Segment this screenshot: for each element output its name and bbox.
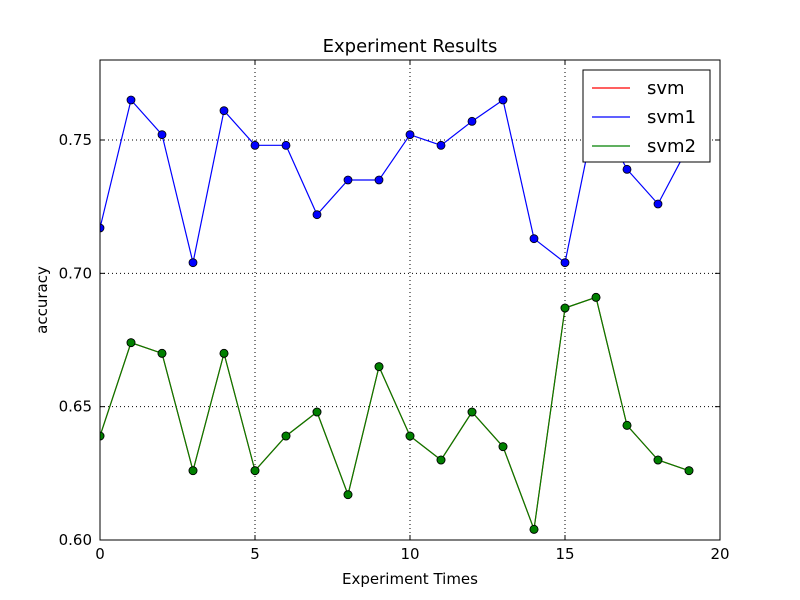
data-point-svm1 <box>281 140 291 150</box>
x-tick-label: 0 <box>95 545 105 563</box>
data-point-svm1 <box>498 95 508 105</box>
data-point-svm2 <box>591 292 601 302</box>
data-point-svm2 <box>250 466 260 476</box>
data-point-svm1 <box>157 130 167 140</box>
legend-label-svm1: svm1 <box>647 107 696 128</box>
data-point-svm2 <box>560 303 570 313</box>
data-point-svm2 <box>498 442 508 452</box>
legend-label-svm2: svm2 <box>647 136 696 157</box>
x-tick-label: 20 <box>710 545 729 563</box>
y-tick-label: 0.75 <box>59 131 92 149</box>
data-point-svm2 <box>529 524 539 534</box>
data-point-svm2 <box>188 466 198 476</box>
x-tick-label: 15 <box>555 545 574 563</box>
y-tick-label: 0.60 <box>59 531 92 549</box>
x-axis-label: Experiment Times <box>342 570 478 588</box>
data-point-svm1 <box>405 130 415 140</box>
y-tick-label: 0.65 <box>59 398 92 416</box>
data-point-svm1 <box>374 175 384 185</box>
legend: svm svm1 svm2 <box>582 69 711 163</box>
data-point-svm2 <box>343 490 353 500</box>
data-point-svm2 <box>219 348 229 358</box>
series-line-svm2 <box>100 296 690 530</box>
data-point-svm2 <box>312 407 322 417</box>
y-axis-label: accuracy <box>33 266 51 334</box>
data-point-svm2 <box>374 362 384 372</box>
data-point-svm2 <box>126 338 136 348</box>
data-point-svm2 <box>467 407 477 417</box>
series-svm2 <box>100 292 694 534</box>
data-point-svm1 <box>436 140 446 150</box>
data-point-svm1 <box>100 223 105 233</box>
legend-box <box>582 69 711 163</box>
data-point-svm1 <box>529 234 539 244</box>
x-tick-label: 5 <box>250 545 260 563</box>
data-point-svm1 <box>250 140 260 150</box>
data-point-svm1 <box>312 210 322 220</box>
data-point-svm1 <box>343 175 353 185</box>
data-point-svm1 <box>653 199 663 209</box>
x-tick-label: 10 <box>400 545 419 563</box>
y-tick-label: 0.70 <box>59 264 92 282</box>
data-point-svm1 <box>126 95 136 105</box>
data-point-svm1 <box>560 258 570 268</box>
data-point-svm2 <box>100 431 105 441</box>
data-point-svm2 <box>405 431 415 441</box>
series-layer <box>100 95 694 534</box>
data-point-svm2 <box>157 348 167 358</box>
data-point-svm2 <box>436 455 446 465</box>
data-point-svm1 <box>622 164 632 174</box>
data-point-svm2 <box>684 466 694 476</box>
data-point-svm2 <box>622 420 632 430</box>
series-svm1 <box>100 95 694 268</box>
data-point-svm1 <box>219 106 229 116</box>
data-point-svm1 <box>467 116 477 126</box>
ticks: 0 5 10 15 20 0.60 0.65 0.70 0.75 <box>59 60 730 563</box>
chart-title: Experiment Results <box>323 36 498 57</box>
legend-label-svm: svm <box>647 78 685 99</box>
data-point-svm1 <box>188 258 198 268</box>
data-point-svm2 <box>281 431 291 441</box>
data-point-svm2 <box>653 455 663 465</box>
